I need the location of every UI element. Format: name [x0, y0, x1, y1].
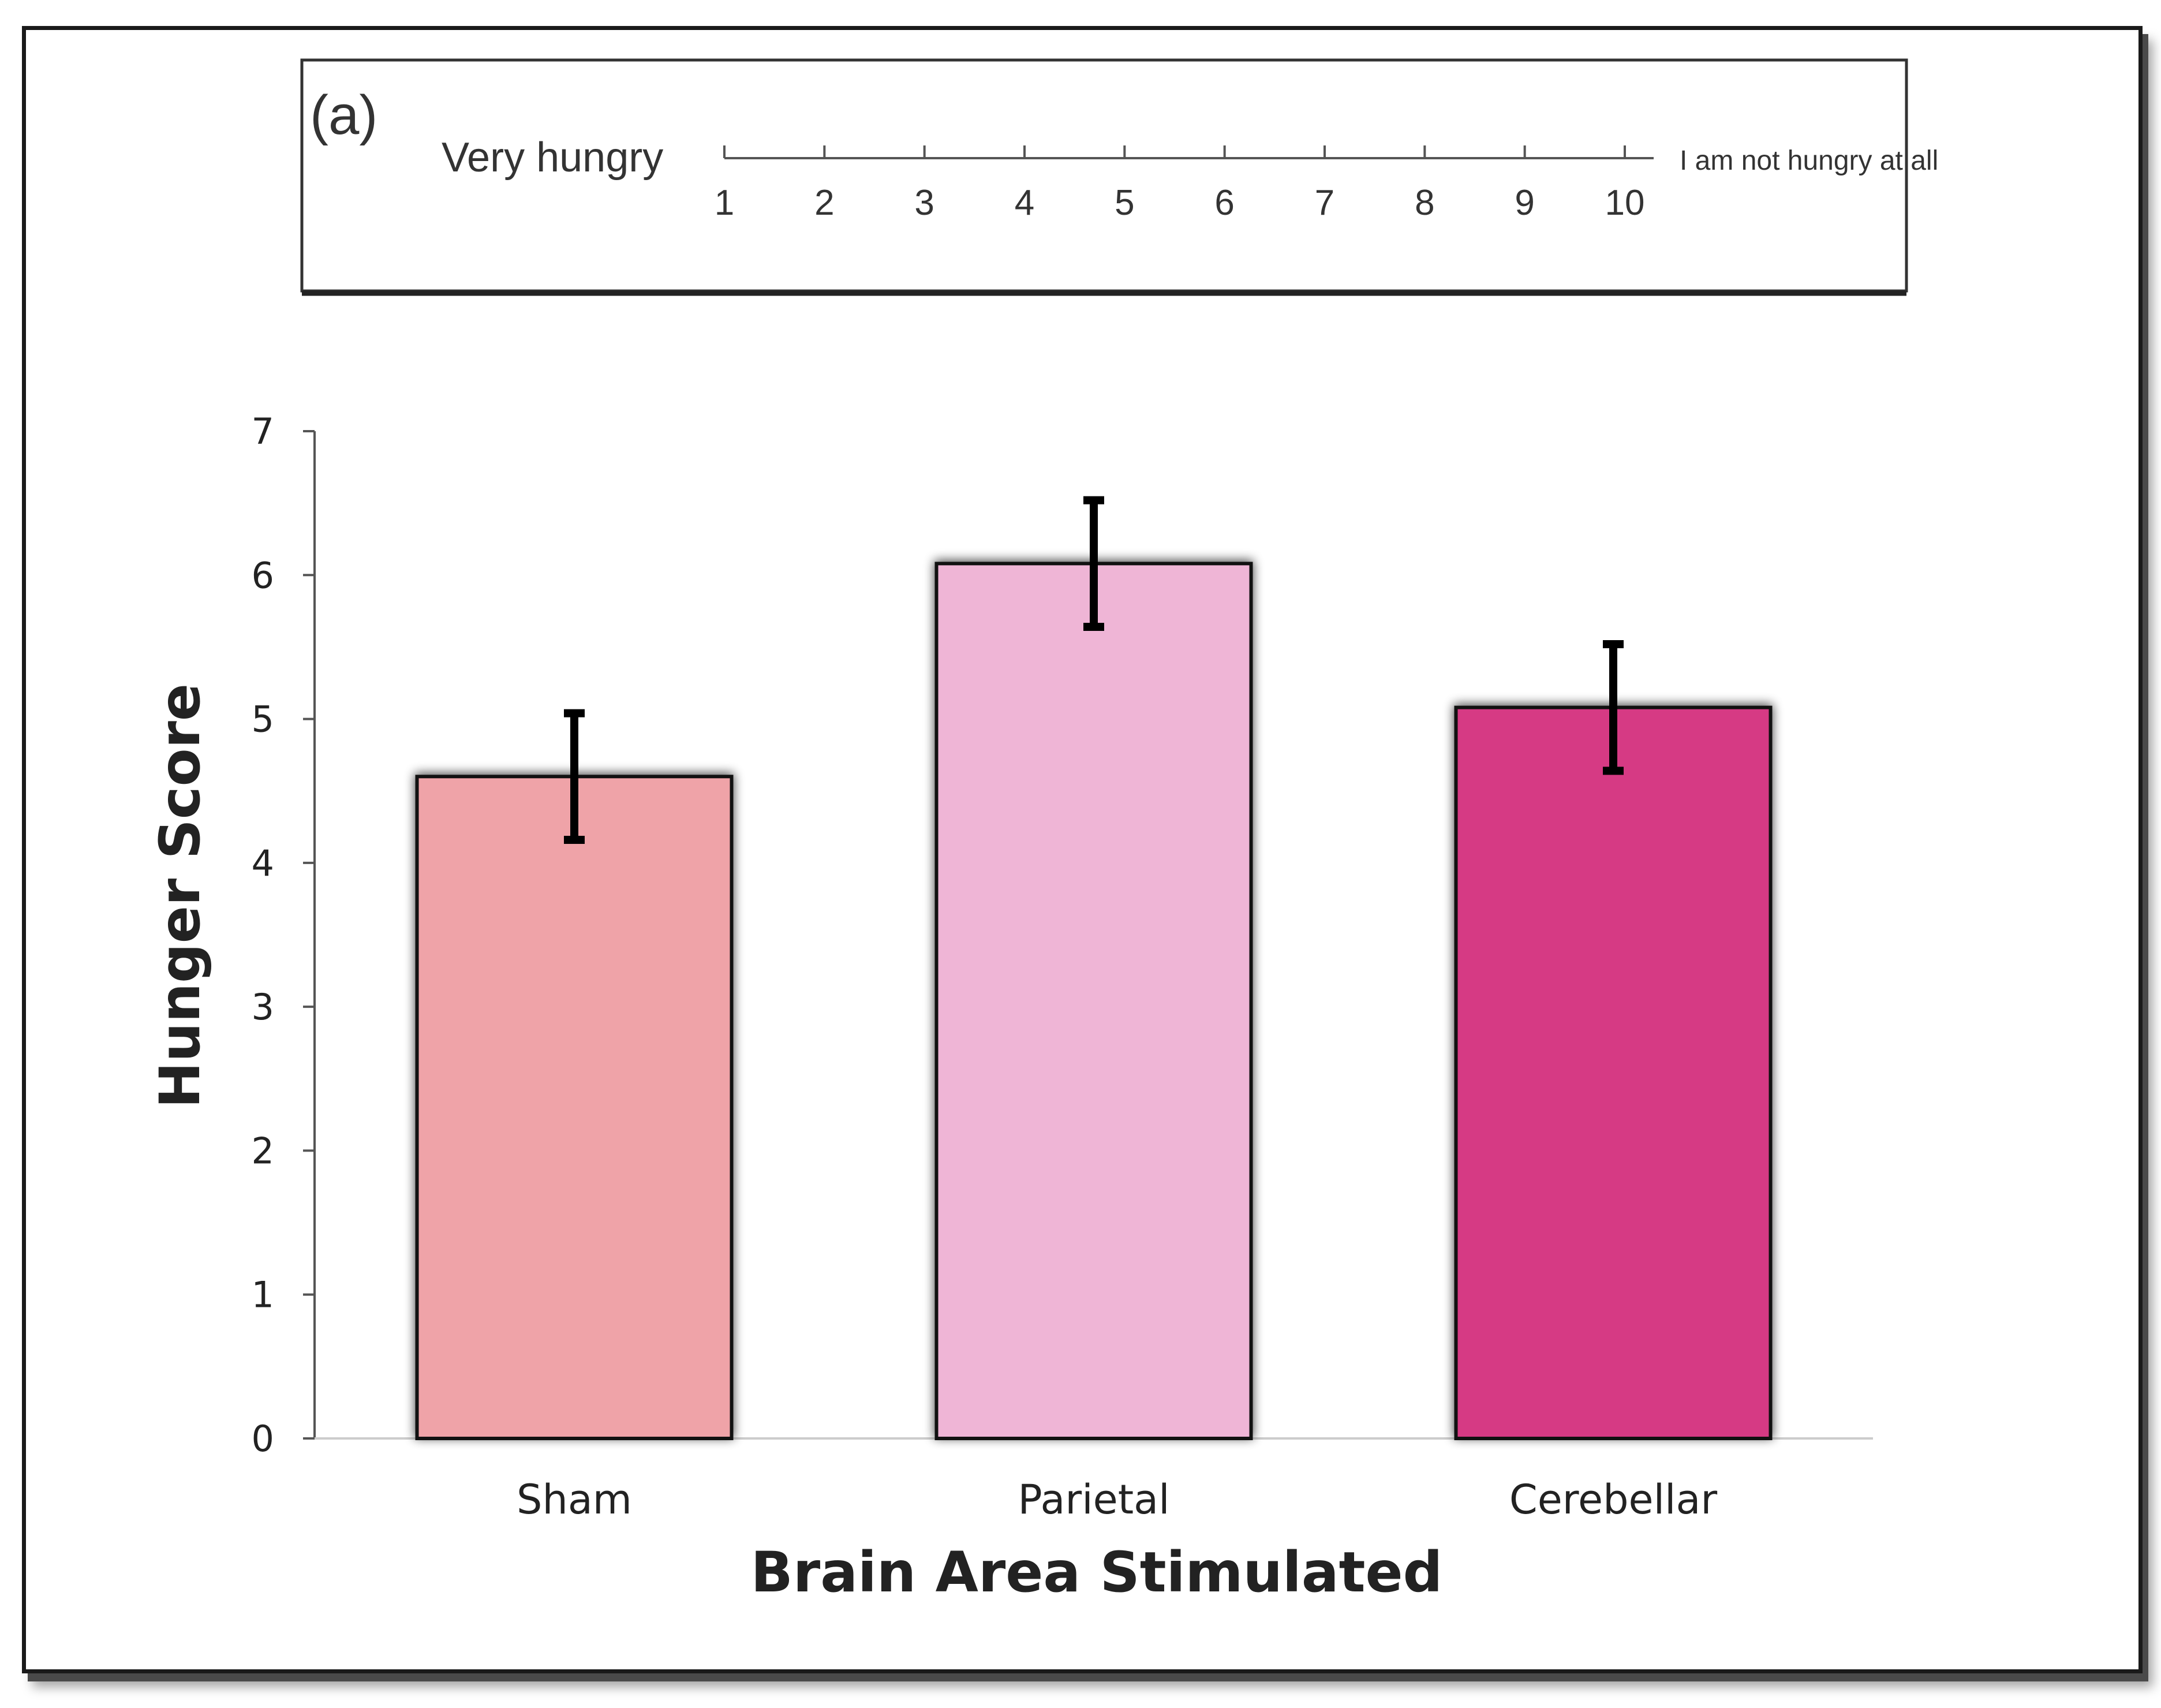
- bar-parietal: [934, 562, 1253, 1440]
- x-tick-label: Parietal: [1018, 1476, 1169, 1523]
- scale-left-label: Very hungry: [442, 134, 663, 181]
- y-tick-label: 6: [252, 554, 274, 596]
- x-tick-label: Sham: [517, 1476, 632, 1523]
- y-tick-label: 4: [252, 842, 274, 884]
- figure-frame: (a) Very hungry 1 2 3 4 5 6 7 8 9 10 I am not hun…: [22, 26, 2143, 1673]
- scale-tick-label: 10: [1605, 183, 1645, 223]
- x-tick-label: Cerebellar: [1509, 1476, 1718, 1523]
- scale-tick-label: 9: [1515, 183, 1534, 223]
- y-tick-label: 5: [252, 698, 274, 741]
- y-axis-title: Hunger Score: [148, 683, 212, 1108]
- scale-box-border: [300, 58, 1908, 293]
- x-axis-tick-labels: Sham Parietal Cerebellar: [517, 1476, 1717, 1523]
- y-tick-label: 3: [252, 986, 274, 1028]
- y-tick-label: 2: [252, 1130, 274, 1172]
- bars: [414, 496, 1773, 1440]
- bar-chart: 0 1 2 3 4 5 6 7 Sham Parietal Cerebellar Hunger S…: [148, 410, 1873, 1605]
- scale-right-label: I am not hungry at all: [1680, 145, 1938, 176]
- scale-tick-label: 1: [715, 183, 734, 223]
- hunger-scale-box: (a) Very hungry 1 2 3 4 5 6 7 8 9 10 I am not hun…: [300, 58, 1938, 296]
- y-tick-label: 1: [252, 1274, 274, 1316]
- scale-tick-label: 4: [1015, 183, 1034, 223]
- figure-canvas: (a) Very hungry 1 2 3 4 5 6 7 8 9 10 I am not hun…: [148, 58, 1938, 1605]
- scale-tick-label: 5: [1115, 183, 1134, 223]
- bar-cerebellar: [1454, 705, 1773, 1440]
- bar-sham: [415, 775, 734, 1440]
- scale-tick-label: 3: [914, 183, 934, 223]
- scale-ticks: 1 2 3 4 5 6 7 8 9 10: [715, 145, 1645, 223]
- scale-tick-label: 8: [1415, 183, 1434, 223]
- scale-tick-label: 2: [814, 183, 834, 223]
- y-tick-label: 7: [252, 410, 274, 453]
- scale-tick-label: 6: [1214, 183, 1234, 223]
- panel-label: (a): [310, 84, 377, 146]
- y-tick-label: 0: [252, 1418, 274, 1460]
- x-axis-title: Brain Area Stimulated: [751, 1540, 1443, 1605]
- scale-tick-label: 7: [1315, 183, 1334, 223]
- y-axis-ticks: 0 1 2 3 4 5 6 7: [252, 410, 315, 1460]
